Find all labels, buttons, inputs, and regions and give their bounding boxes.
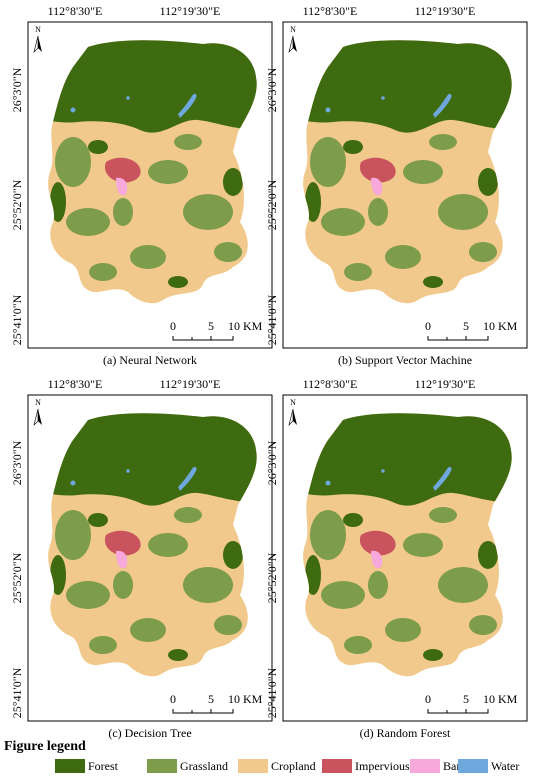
scale-label: 5 — [463, 319, 469, 333]
legend-swatch — [147, 759, 177, 773]
legend-swatch — [55, 759, 85, 773]
latitude-label: 26°3'0"N — [10, 440, 24, 485]
scale-bar — [172, 709, 234, 714]
longitude-label: 112°8'30"E — [303, 377, 358, 391]
latitude-label: 25°52'0"N — [265, 179, 279, 230]
land-cover-map — [28, 22, 272, 348]
latitude-label: 25°41'0"N — [265, 294, 279, 345]
legend-swatch — [410, 759, 440, 773]
latitude-label: 25°52'0"N — [10, 179, 24, 230]
north-arrow — [38, 409, 42, 425]
scale-label: 0 — [170, 692, 176, 706]
map-frame — [282, 21, 528, 349]
panel-caption: (c) Decision Tree — [108, 726, 191, 740]
north-label: N — [35, 25, 41, 34]
map-panel: 112°8'30"E 112°19'30"E 26°3'0"N 25°52'0"N 25… — [265, 4, 528, 367]
map-frame — [27, 21, 273, 349]
scale-bar — [427, 709, 489, 714]
land-cover-map — [283, 22, 527, 348]
legend-swatch — [458, 759, 488, 773]
longitude-label: 112°19'30"E — [415, 377, 476, 391]
panel-caption: (a) Neural Network — [103, 353, 197, 367]
north-arrow — [33, 35, 39, 53]
map-panel: 112°8'30"E 112°19'30"E 26°3'0"N 25°52'0"N 25… — [265, 377, 528, 740]
map-frame — [282, 394, 528, 722]
scale-label: 0 — [170, 319, 176, 333]
scale-label: 5 — [208, 692, 214, 706]
scale-label: 0 — [425, 319, 431, 333]
panel-caption: (b) Support Vector Machine — [338, 353, 472, 367]
map-panel: 112°8'30"E 112°19'30"E 26°3'0"N 25°52'0"N 25… — [10, 377, 273, 740]
latitude-label: 25°52'0"N — [265, 552, 279, 603]
north-arrow — [288, 35, 294, 53]
legend-swatch — [322, 759, 352, 773]
north-arrow — [293, 409, 297, 425]
latitude-label: 25°41'0"N — [10, 667, 24, 718]
panel-caption: (d) Random Forest — [360, 726, 451, 740]
longitude-label: 112°8'30"E — [48, 4, 103, 18]
scale-label: 10 KM — [483, 692, 518, 706]
legend-label: Forest — [88, 759, 119, 773]
latitude-label: 26°3'0"N — [265, 67, 279, 112]
north-arrow — [288, 408, 294, 426]
map-frame — [27, 394, 273, 722]
north-arrow — [293, 36, 297, 52]
scale-label: 10 KM — [483, 319, 518, 333]
north-label: N — [290, 398, 296, 407]
scale-label: 0 — [425, 692, 431, 706]
land-cover-map — [28, 395, 272, 721]
north-arrow — [33, 408, 39, 426]
latitude-label: 26°3'0"N — [265, 440, 279, 485]
map-panel: 112°8'30"E 112°19'30"E 26°3'0"N 25°52'0"N 25… — [10, 4, 273, 367]
legend-swatch — [238, 759, 268, 773]
scale-bar — [427, 336, 489, 341]
scale-label: 5 — [208, 319, 214, 333]
north-label: N — [290, 25, 296, 34]
scale-label: 5 — [463, 692, 469, 706]
latitude-label: 26°3'0"N — [10, 67, 24, 112]
land-cover-map — [283, 395, 527, 721]
latitude-label: 25°41'0"N — [265, 667, 279, 718]
longitude-label: 112°19'30"E — [160, 4, 221, 18]
north-arrow — [38, 36, 42, 52]
longitude-label: 112°19'30"E — [160, 377, 221, 391]
legend-title: Figure legend — [4, 739, 86, 754]
latitude-label: 25°41'0"N — [10, 294, 24, 345]
legend-label: Impervious — [355, 759, 410, 773]
scale-label: 10 KM — [228, 319, 263, 333]
longitude-label: 112°8'30"E — [303, 4, 358, 18]
legend-label: Grassland — [180, 759, 228, 773]
scale-bar — [172, 336, 234, 341]
longitude-label: 112°8'30"E — [48, 377, 103, 391]
north-label: N — [35, 398, 41, 407]
legend-label: Cropland — [271, 759, 316, 773]
latitude-label: 25°52'0"N — [10, 552, 24, 603]
legend-label: Water — [491, 759, 519, 773]
scale-label: 10 KM — [228, 692, 263, 706]
longitude-label: 112°19'30"E — [415, 4, 476, 18]
